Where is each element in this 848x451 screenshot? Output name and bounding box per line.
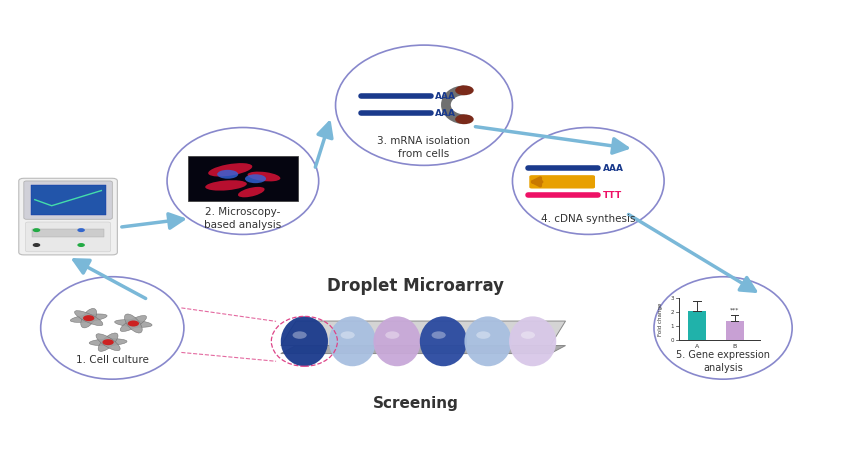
- Text: 0: 0: [671, 338, 674, 343]
- FancyBboxPatch shape: [688, 311, 706, 341]
- Text: 1: 1: [671, 324, 674, 329]
- Polygon shape: [281, 345, 566, 354]
- Text: 3: 3: [671, 295, 674, 301]
- Text: TTT: TTT: [603, 191, 622, 200]
- Ellipse shape: [432, 331, 446, 339]
- Ellipse shape: [98, 333, 118, 351]
- Ellipse shape: [455, 115, 474, 124]
- Ellipse shape: [293, 331, 307, 339]
- Text: Screening: Screening: [372, 396, 459, 411]
- Ellipse shape: [41, 277, 184, 379]
- Text: 3. mRNA isolation
from cells: 3. mRNA isolation from cells: [377, 136, 471, 159]
- Ellipse shape: [509, 316, 556, 366]
- Polygon shape: [281, 321, 566, 345]
- Ellipse shape: [75, 311, 103, 326]
- Text: A: A: [695, 344, 699, 349]
- Text: 2: 2: [671, 310, 674, 315]
- Ellipse shape: [125, 314, 142, 333]
- Ellipse shape: [248, 172, 281, 181]
- Ellipse shape: [120, 316, 147, 331]
- Ellipse shape: [512, 128, 664, 235]
- Ellipse shape: [70, 314, 107, 322]
- Ellipse shape: [208, 163, 253, 176]
- Ellipse shape: [238, 187, 265, 197]
- FancyBboxPatch shape: [529, 175, 595, 189]
- Ellipse shape: [385, 331, 399, 339]
- FancyBboxPatch shape: [726, 321, 745, 341]
- Text: ***: ***: [730, 308, 739, 313]
- Ellipse shape: [205, 180, 247, 191]
- Ellipse shape: [96, 334, 120, 350]
- Text: B: B: [733, 344, 737, 349]
- Ellipse shape: [654, 277, 792, 379]
- Ellipse shape: [167, 128, 319, 235]
- Ellipse shape: [81, 308, 97, 328]
- Ellipse shape: [89, 339, 127, 346]
- Ellipse shape: [217, 170, 238, 179]
- Ellipse shape: [103, 339, 114, 345]
- FancyBboxPatch shape: [24, 181, 112, 219]
- FancyBboxPatch shape: [32, 229, 103, 237]
- Ellipse shape: [128, 321, 139, 327]
- Ellipse shape: [114, 320, 152, 327]
- Text: AAA: AAA: [603, 164, 623, 173]
- Text: 1. Cell culture: 1. Cell culture: [75, 355, 148, 365]
- Ellipse shape: [341, 331, 354, 339]
- Text: 5. Gene expression
analysis: 5. Gene expression analysis: [676, 350, 770, 373]
- Ellipse shape: [455, 85, 474, 95]
- Text: AAA: AAA: [435, 109, 456, 118]
- Ellipse shape: [420, 316, 467, 366]
- Ellipse shape: [33, 243, 40, 247]
- Text: 4. cDNA synthesis: 4. cDNA synthesis: [541, 214, 635, 224]
- Text: 2. Microscopy-
based analysis: 2. Microscopy- based analysis: [204, 207, 282, 230]
- Text: AAA: AAA: [435, 92, 456, 101]
- Ellipse shape: [33, 228, 40, 232]
- FancyBboxPatch shape: [188, 156, 298, 201]
- Ellipse shape: [336, 45, 512, 166]
- FancyBboxPatch shape: [25, 222, 110, 252]
- FancyBboxPatch shape: [31, 184, 105, 215]
- Ellipse shape: [281, 316, 328, 366]
- Ellipse shape: [373, 316, 421, 366]
- Ellipse shape: [77, 243, 85, 247]
- Ellipse shape: [245, 174, 266, 183]
- Ellipse shape: [83, 315, 94, 321]
- Ellipse shape: [477, 331, 490, 339]
- Ellipse shape: [329, 316, 376, 366]
- Ellipse shape: [521, 331, 535, 339]
- FancyBboxPatch shape: [19, 178, 117, 255]
- Text: Droplet Microarray: Droplet Microarray: [327, 276, 504, 295]
- Text: Fold change: Fold change: [658, 303, 663, 336]
- Ellipse shape: [77, 228, 85, 232]
- Ellipse shape: [465, 316, 511, 366]
